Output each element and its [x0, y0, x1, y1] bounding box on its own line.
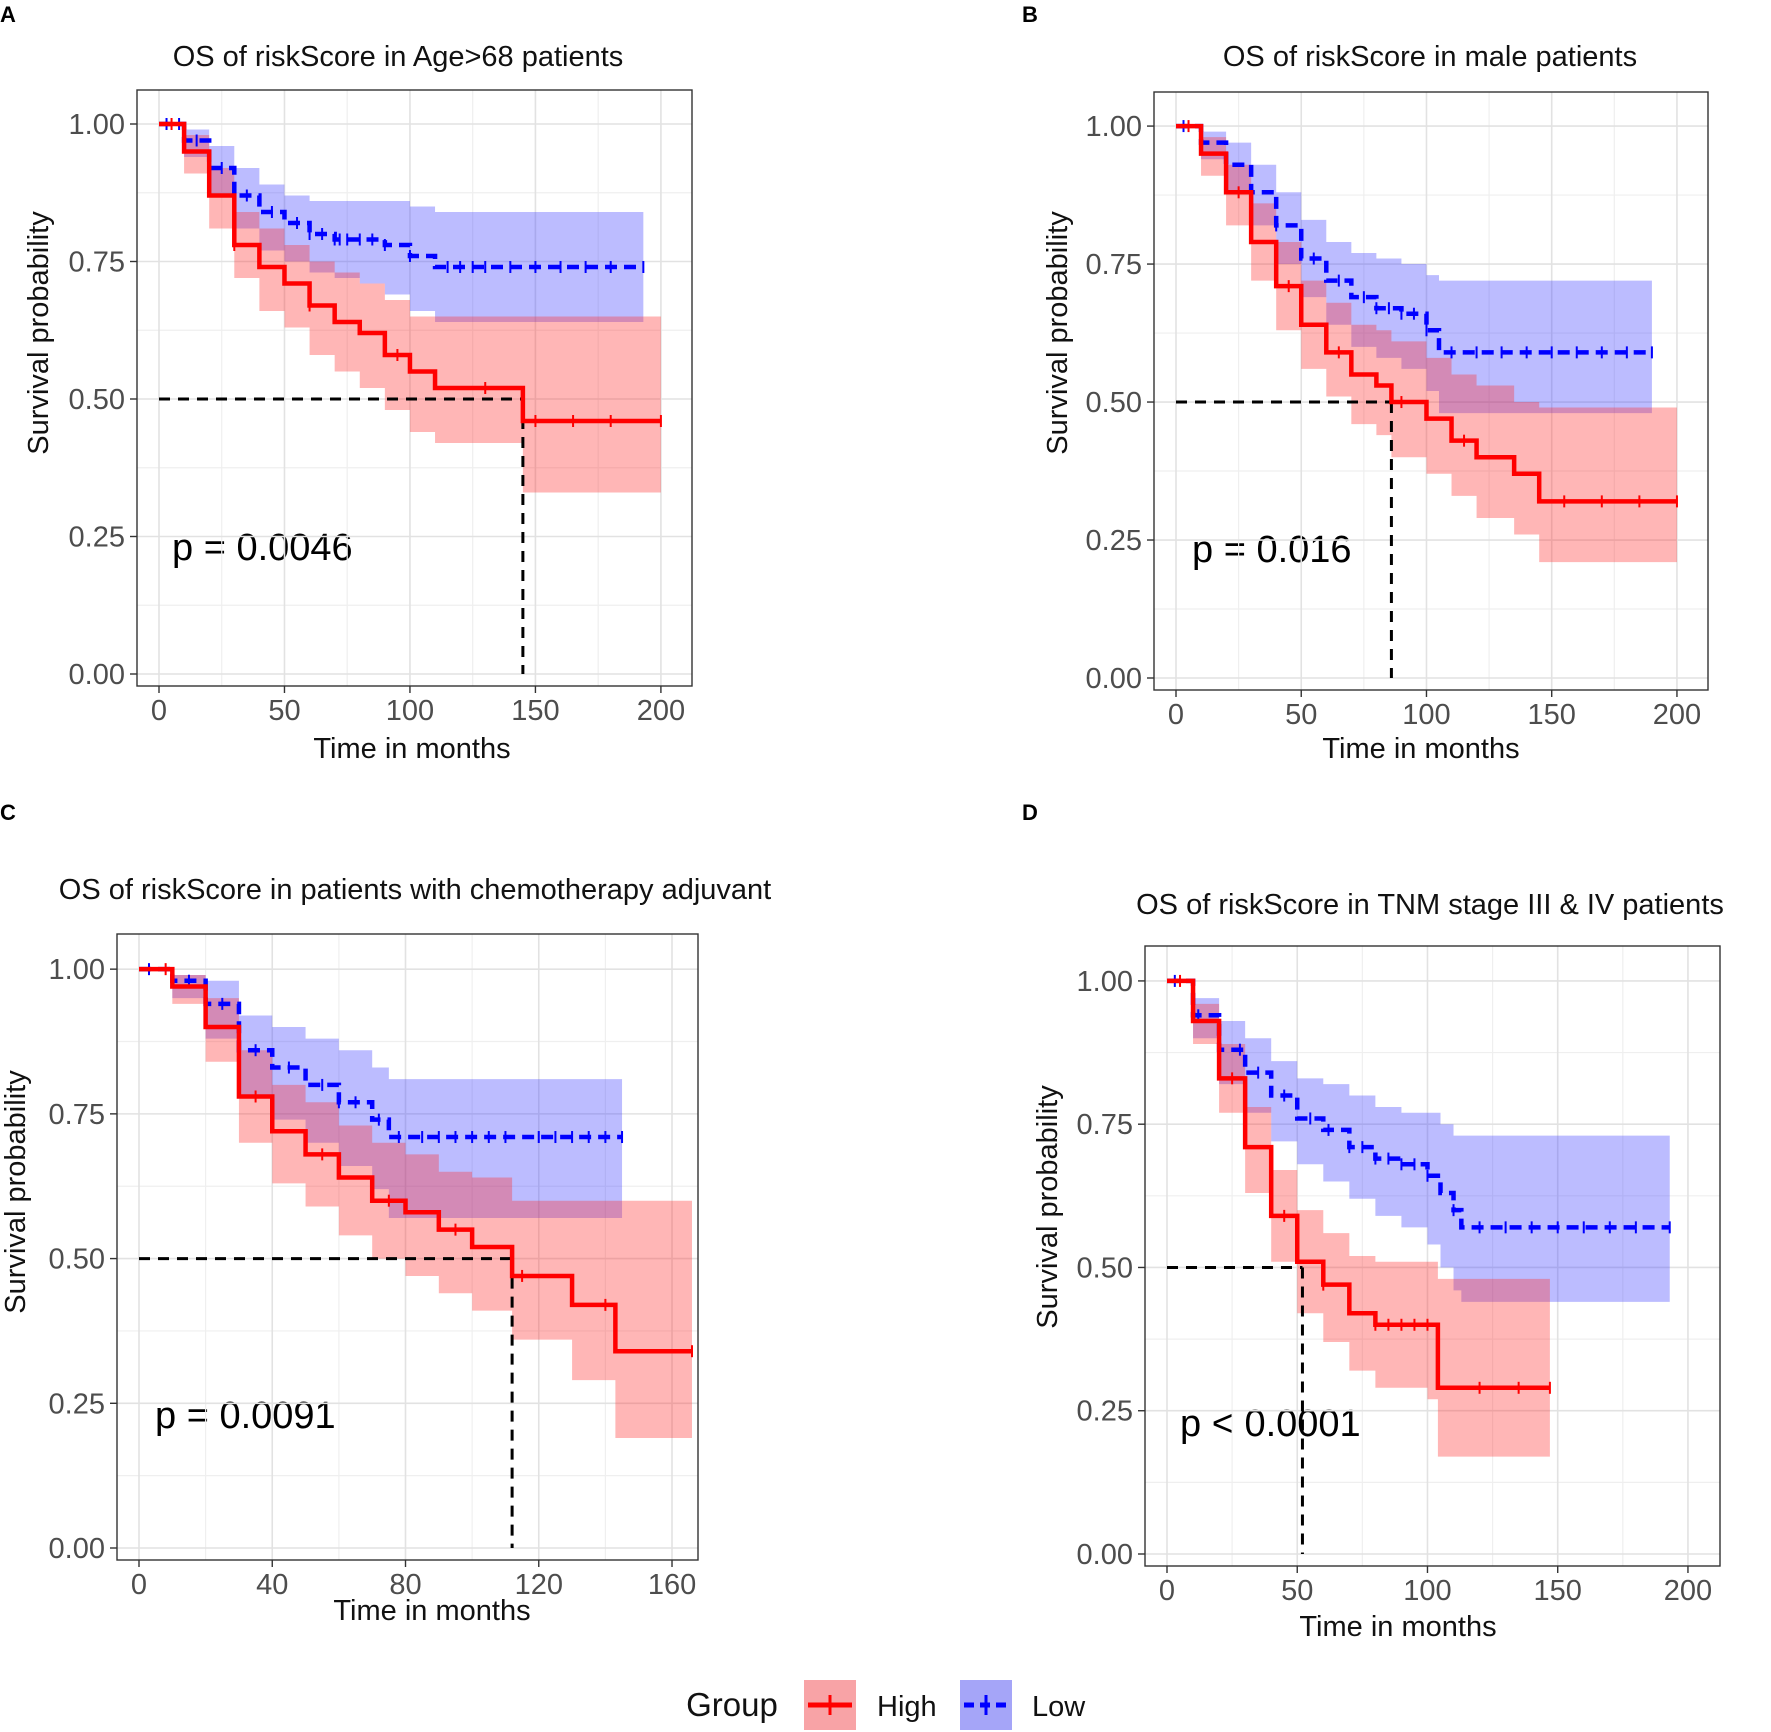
- x-tick-label: 40: [256, 1569, 288, 1601]
- y-tick-label: 1.00: [69, 109, 125, 141]
- legend: Group High Low: [686, 1680, 1086, 1730]
- chart-title: OS of riskScore in male patients: [1223, 41, 1637, 73]
- survival-curve-high: [1176, 123, 1677, 504]
- x-tick-label: 50: [1285, 699, 1317, 731]
- y-tick-label: 0.50: [69, 384, 125, 416]
- y-tick-label: 0.00: [1086, 663, 1142, 695]
- panel-d: D OS of riskScore in TNM stage III & IV …: [1022, 800, 1724, 1643]
- y-tick-label: 0.75: [69, 247, 125, 279]
- panel-label: B: [1022, 2, 1038, 27]
- y-tick-label: 0.25: [69, 522, 125, 554]
- x-tick-label: 200: [1664, 1575, 1712, 1607]
- p-value-label: p = 0.0046: [172, 527, 353, 569]
- ci-band-low: [1176, 126, 1652, 414]
- panel-label: A: [0, 2, 16, 27]
- ci-band-high: [139, 969, 692, 1439]
- x-tick-label: 150: [1528, 699, 1576, 731]
- y-axis-label: Survival probability: [0, 1070, 32, 1314]
- x-axis-label: Time in months: [1322, 733, 1519, 765]
- y-tick-label: 0.50: [49, 1244, 105, 1276]
- p-value-label: p < 0.0001: [1180, 1403, 1361, 1445]
- y-tick-label: 0.75: [49, 1099, 105, 1131]
- chart-title: OS of riskScore in Age>68 patients: [173, 41, 624, 73]
- y-tick-label: 0.75: [1086, 249, 1142, 281]
- panel-label: D: [1022, 800, 1038, 825]
- panel-c: C OS of riskScore in patients with chemo…: [0, 800, 771, 1627]
- ci-band-high: [1167, 980, 1550, 1457]
- survival-curve-high: [139, 966, 692, 1354]
- x-axis-label: Time in months: [1299, 1611, 1496, 1643]
- plot-border: [116, 933, 699, 1561]
- x-tick-label: 0: [1159, 1575, 1175, 1607]
- legend-label-low: Low: [1032, 1691, 1086, 1723]
- ci-band-low: [139, 969, 623, 1219]
- y-tick-label: 0.25: [1086, 525, 1142, 557]
- y-axis-label: Survival probability: [23, 211, 55, 455]
- plot-border: [1144, 945, 1721, 1567]
- x-tick-label: 0: [131, 1569, 147, 1601]
- x-tick-label: 200: [1653, 699, 1701, 731]
- p-value-label: p = 0.016: [1192, 529, 1352, 571]
- x-tick-label: 200: [637, 695, 685, 727]
- x-tick-label: 0: [151, 695, 167, 727]
- x-axis-label: Time in months: [313, 733, 510, 765]
- x-tick-label: 50: [1281, 1575, 1313, 1607]
- x-tick-label: 160: [648, 1569, 696, 1601]
- y-tick-label: 0.00: [49, 1533, 105, 1565]
- x-tick-label: 0: [1168, 699, 1184, 731]
- panel-label: C: [0, 800, 16, 825]
- y-axis-label: Survival probability: [1032, 1085, 1064, 1329]
- y-tick-label: 0.00: [69, 659, 125, 691]
- chart-title: OS of riskScore in patients with chemoth…: [59, 874, 771, 906]
- legend-key-high: [804, 1680, 856, 1730]
- y-tick-label: 0.50: [1086, 387, 1142, 419]
- ci-band-low: [159, 124, 644, 322]
- x-tick-label: 100: [1402, 699, 1450, 731]
- plot-border: [136, 89, 693, 687]
- plot-area-a: 0 50 100 150 200 0.00 0.25 0.50 0.75 1.00: [69, 89, 693, 727]
- y-tick-label: 0.25: [1077, 1396, 1133, 1428]
- x-tick-label: 150: [1534, 1575, 1582, 1607]
- panel-a: A OS of riskScore in Age>68 patients Sur…: [0, 2, 693, 765]
- y-tick-label: 0.75: [1077, 1109, 1133, 1141]
- p-value-label: p = 0.0091: [155, 1395, 336, 1437]
- ci-band-high: [159, 124, 661, 493]
- chart-title: OS of riskScore in TNM stage III & IV pa…: [1136, 889, 1724, 921]
- legend-key-low: [960, 1680, 1012, 1730]
- plot-area-d: 0 50 100 150 200 0.00 0.25 0.50 0.75 1.00: [1077, 945, 1721, 1607]
- x-tick-label: 100: [1403, 1575, 1451, 1607]
- y-tick-label: 0.00: [1077, 1539, 1133, 1571]
- y-tick-label: 1.00: [49, 954, 105, 986]
- survival-curve-high: [1167, 978, 1550, 1391]
- ci-band-low: [1167, 980, 1670, 1302]
- x-tick-label: 100: [386, 695, 434, 727]
- plot-area-b: 0 50 100 150 200 0.00 0.25 0.50 0.75 1.00: [1086, 91, 1709, 731]
- panel-b: B OS of riskScore in male patients Survi…: [1022, 2, 1709, 765]
- legend-label-high: High: [877, 1691, 937, 1723]
- y-axis-label: Survival probability: [1042, 211, 1074, 455]
- x-tick-label: 80: [389, 1569, 421, 1601]
- ci-band-high: [1176, 126, 1677, 563]
- plot-border: [1153, 91, 1709, 691]
- y-tick-label: 0.50: [1077, 1252, 1133, 1284]
- legend-title: Group: [686, 1686, 778, 1723]
- x-tick-label: 150: [511, 695, 559, 727]
- survival-curve-low: [1167, 978, 1670, 1230]
- x-tick-label: 50: [268, 695, 300, 727]
- y-tick-label: 0.25: [49, 1388, 105, 1420]
- survival-curve-high: [159, 121, 661, 424]
- y-tick-label: 1.00: [1077, 966, 1133, 998]
- x-axis-label: Time in months: [333, 1595, 530, 1627]
- y-tick-label: 1.00: [1086, 111, 1142, 143]
- plot-area-c: 0 40 80 120 160 0.00 0.25 0.50 0.75 1.00: [49, 933, 699, 1601]
- x-tick-label: 120: [515, 1569, 563, 1601]
